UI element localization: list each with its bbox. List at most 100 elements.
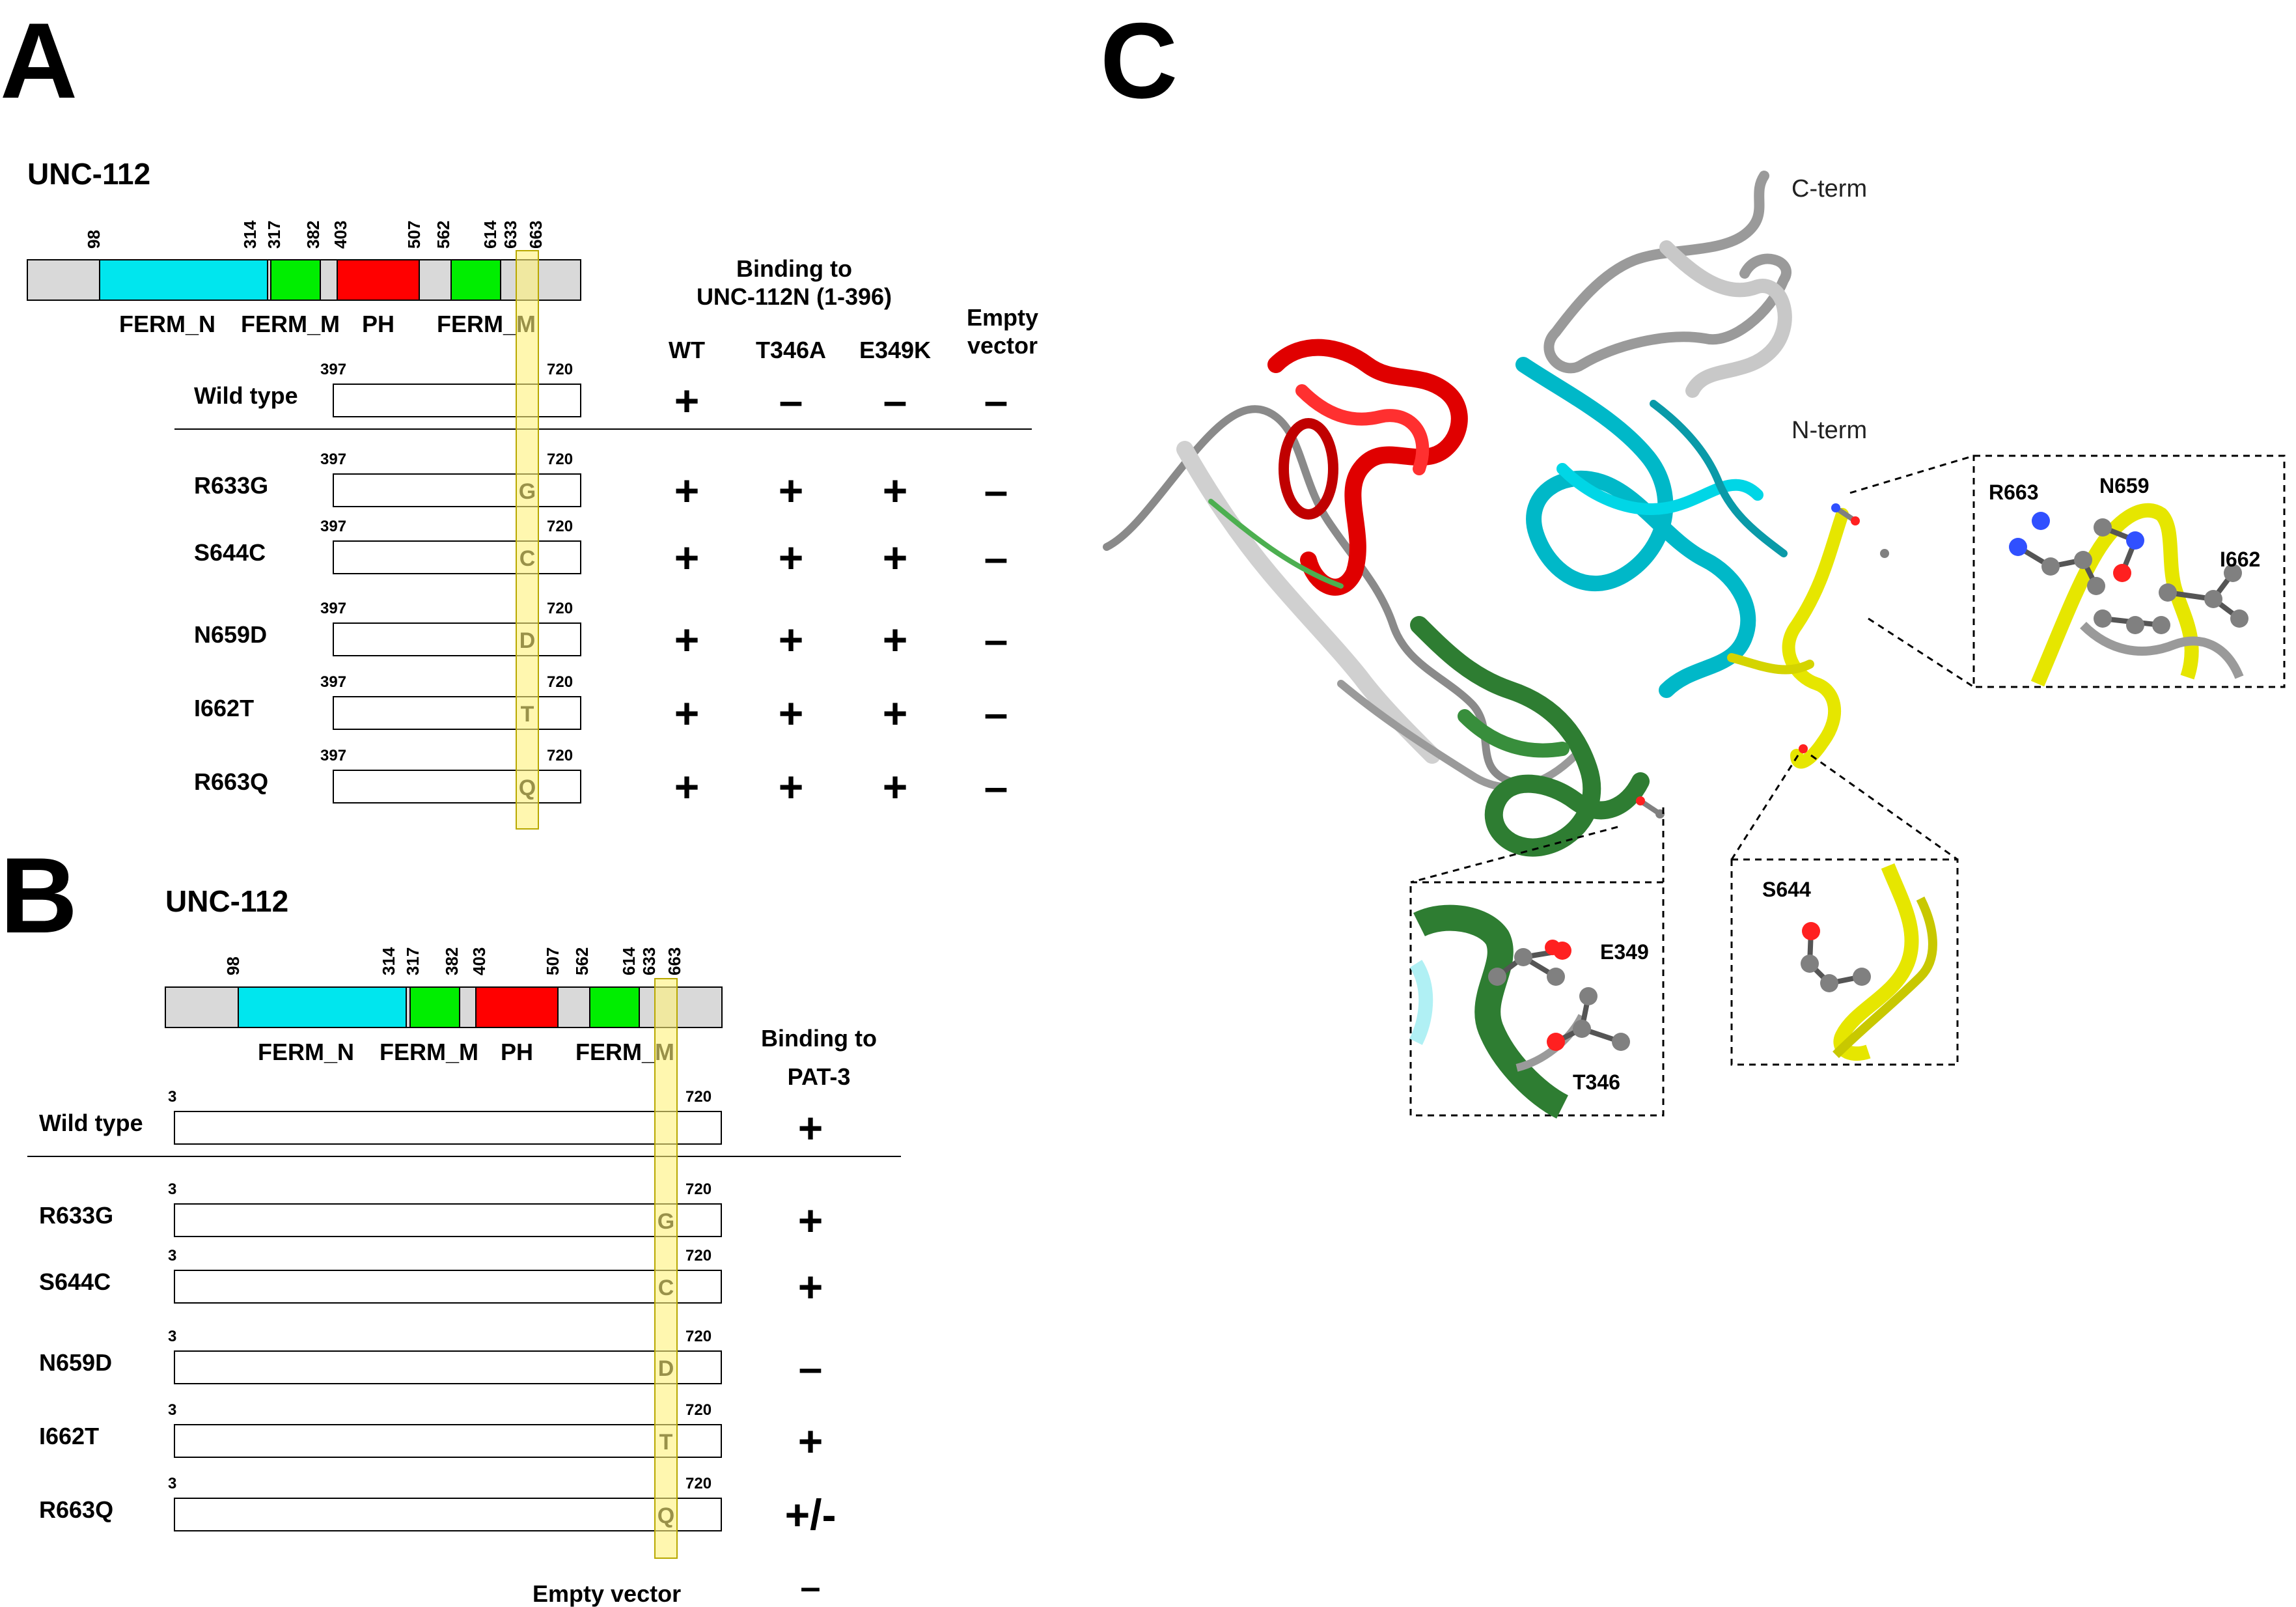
n-term-label: N-term — [1791, 417, 1867, 444]
construct-bar — [333, 540, 581, 574]
binding-result: – — [984, 533, 1008, 581]
binding-result: – — [984, 376, 1008, 425]
c-term-label: C-term — [1791, 175, 1867, 203]
panel-b: B UNC-112 98 314 317 382 403 507 562 614… — [0, 835, 901, 1607]
inset-ribbon-green — [1413, 904, 1569, 1119]
panel-b-rows: Wild type3720+R633G3720G+S644C3720C+N659… — [39, 1088, 836, 1539]
row-label: I662T — [194, 695, 254, 721]
construct-end: 720 — [685, 1181, 712, 1198]
inset-ball-stick — [2009, 512, 2248, 634]
domain-name-ferm-n: FERM_N — [258, 1039, 354, 1065]
position-label: 633 — [501, 221, 520, 249]
ribbon-ferm-m-helix — [1458, 709, 1570, 758]
construct-end: 720 — [685, 1328, 712, 1345]
table-row: R663Q397720Q+++– — [194, 747, 1008, 811]
construct-start: 3 — [168, 1088, 176, 1106]
binding-header-line1: Binding to — [736, 255, 852, 282]
mutation-highlight-column — [516, 250, 539, 830]
position-label: 507 — [543, 947, 562, 975]
position-label: 98 — [84, 230, 104, 249]
row-label: S644C — [39, 1268, 111, 1295]
position-label: 507 — [404, 221, 424, 249]
ribbon-ph-domain — [1267, 339, 1468, 596]
binding-result: – — [984, 689, 1008, 737]
binding-result: + — [674, 533, 700, 581]
construct-bar — [174, 1203, 722, 1237]
empty-vector-header-line2: vector — [967, 332, 1038, 359]
table-row: Wild type 397 720 + – – – — [194, 361, 1008, 425]
row-label: R663Q — [194, 768, 268, 795]
position-label: 403 — [469, 947, 489, 975]
inset-ribbon-yellow-2 — [1833, 896, 1937, 1058]
panel-a-domain-bar — [27, 259, 581, 301]
binding-result: – — [984, 762, 1008, 811]
binding-result: + — [798, 1196, 823, 1244]
ribbon-ferm-m-strand — [1208, 499, 1344, 589]
table-row: R663Q3720Q+/- — [39, 1475, 836, 1539]
table-row: S644C397720C+++– — [194, 518, 1008, 581]
binding-header-line1: Binding to — [761, 1025, 877, 1052]
domain-ferm-n — [99, 259, 268, 301]
side-chain-sticks-bottom — [1799, 744, 1808, 753]
domain-ph — [475, 986, 559, 1028]
binding-result: +/- — [785, 1490, 837, 1539]
binding-result: + — [674, 689, 700, 737]
table-row: N659D3720D– — [39, 1328, 822, 1391]
inset-bottom-right: S644 — [1730, 858, 1959, 1066]
position-label: 663 — [665, 947, 684, 975]
inset-ribbon-gray — [2080, 621, 2244, 679]
binding-result: + — [883, 762, 908, 811]
construct-end: 720 — [547, 518, 573, 535]
column-header-t346a: T346A — [756, 337, 826, 363]
binding-result: + — [883, 689, 908, 737]
construct-start: 397 — [320, 747, 346, 764]
binding-header-line2: UNC-112N (1-396) — [697, 283, 892, 310]
table-row: S644C3720C+ — [39, 1247, 823, 1311]
construct-end: 720 — [547, 361, 573, 378]
table-row: N659D397720D+++– — [194, 600, 1008, 664]
binding-result: + — [674, 762, 700, 811]
inset-label-s644: S644 — [1762, 878, 1811, 901]
domain-ferm-n — [238, 986, 407, 1028]
inset-top-right: R663 N659 I662 — [1972, 454, 2286, 688]
domain-name-ph: PH — [501, 1039, 533, 1065]
inset-label-n659: N659 — [2099, 474, 2150, 497]
binding-result: + — [779, 466, 804, 514]
position-label: 614 — [619, 947, 639, 975]
construct-end: 720 — [547, 747, 573, 764]
binding-result: + — [779, 533, 804, 581]
construct-end: 720 — [685, 1401, 712, 1419]
protein-structure — [1103, 171, 1889, 857]
construct-start: 3 — [168, 1475, 176, 1492]
binding-result: + — [674, 466, 700, 514]
construct-end: 720 — [685, 1247, 712, 1265]
connector-top-right-upper — [1849, 454, 1974, 494]
panel-a: A UNC-112 98 314 317 382 403 507 562 614… — [0, 1, 1038, 830]
position-label: 317 — [403, 947, 422, 975]
position-label: 314 — [240, 220, 260, 249]
panel-b-protein-title: UNC-112 — [165, 884, 288, 918]
ribbon-c-term — [1543, 171, 1791, 374]
binding-result: + — [798, 1263, 823, 1311]
empty-vector-header-line1: Empty — [967, 304, 1038, 331]
ribbon-helix-gray — [1176, 441, 1441, 764]
position-label: 614 — [480, 220, 500, 249]
construct-start: 3 — [168, 1247, 176, 1265]
binding-result: + — [674, 615, 700, 664]
domain-name-ferm-m: FERM_M — [380, 1039, 478, 1065]
construct-start: 397 — [320, 518, 346, 535]
binding-result: – — [883, 376, 907, 425]
position-label: 663 — [526, 221, 546, 249]
domain-name-ferm-n: FERM_N — [119, 311, 215, 337]
construct-start: 3 — [168, 1401, 176, 1419]
binding-result: – — [984, 466, 1008, 514]
panel-c-label: C — [1100, 1, 1178, 120]
row-label: I662T — [39, 1423, 99, 1449]
column-header-wt: WT — [669, 337, 705, 363]
construct-end: 720 — [547, 673, 573, 691]
connector-top-right-lower — [1868, 617, 1974, 688]
construct-start: 397 — [320, 673, 346, 691]
connector-bottom-middle-left — [1410, 826, 1618, 884]
table-row: R633G3720G+ — [39, 1181, 823, 1244]
